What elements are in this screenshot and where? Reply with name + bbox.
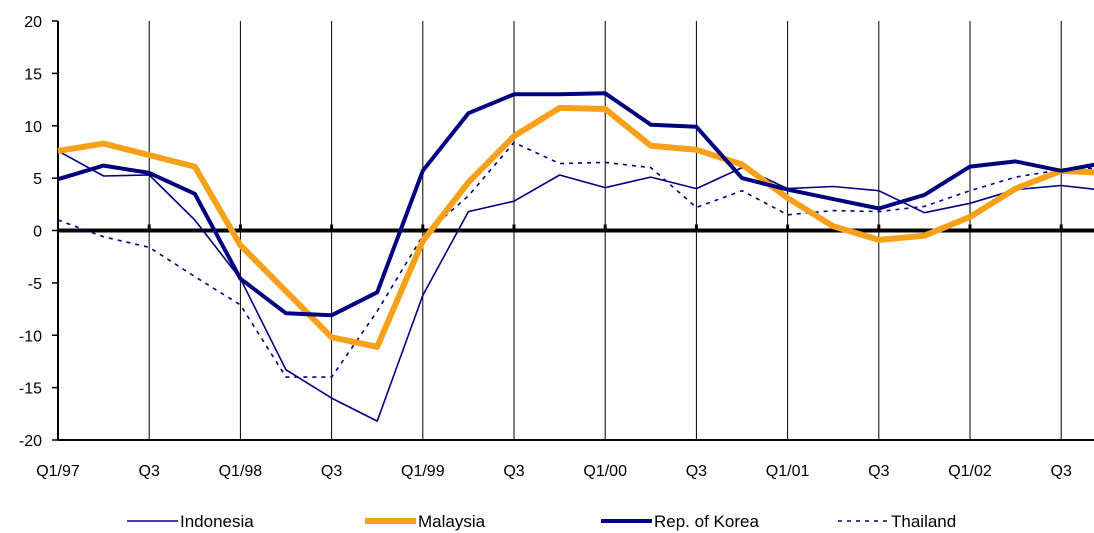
x-axis-tick-labels: Q1/97 Q3 Q1/98 Q3 Q1/99 Q3 Q1/00 Q3 Q1/01 Q3 Q1/02…: [36, 463, 1072, 480]
y-tick-label: 15: [24, 66, 42, 83]
x-tick-label: Q1/00: [583, 463, 627, 480]
x-tick-label: Q1/02: [948, 463, 992, 480]
y-tick-label: -15: [19, 381, 42, 398]
x-tick-label: Q1/01: [766, 463, 810, 480]
x-tick-label: Q3: [1051, 463, 1072, 480]
legend-item: Malaysia: [365, 512, 486, 531]
series-line-rep-of-korea: [57, 91, 1094, 318]
series-line-thailand: [57, 141, 1094, 378]
y-tick-label: 10: [24, 119, 42, 136]
y-tick-label: -10: [19, 328, 42, 345]
legend-label: Thailand: [891, 512, 956, 531]
legend-item: Indonesia: [127, 512, 254, 531]
y-axis-tick-labels: -20 -15 -10 -5 0 5 10 15 20: [19, 14, 42, 450]
y-tick-label: 0: [33, 224, 42, 241]
x-tick-label: Q3: [139, 463, 160, 480]
y-tick-label: 20: [24, 14, 42, 31]
legend-item: Thailand: [838, 512, 956, 531]
series-line-malaysia: [57, 104, 1094, 350]
x-tick-label: Q3: [503, 463, 524, 480]
y-tick-label: 5: [33, 171, 42, 188]
x-tick-label: Q1/98: [219, 463, 263, 480]
legend: Indonesia Malaysia Rep. of Korea Thailand: [127, 512, 956, 531]
legend-label: Malaysia: [418, 512, 486, 531]
y-tick-label: -20: [19, 433, 42, 450]
x-tick-label: Q3: [321, 463, 342, 480]
x-tick-label: Q1/99: [401, 463, 445, 480]
x-tick-label: Q1/97: [36, 463, 80, 480]
x-tick-label: Q3: [868, 463, 889, 480]
legend-item: Rep. of Korea: [601, 512, 759, 531]
y-tick-label: -5: [28, 276, 42, 293]
x-tick-label: Q3: [686, 463, 707, 480]
legend-label: Rep. of Korea: [654, 512, 759, 531]
legend-label: Indonesia: [180, 512, 254, 531]
series-lines: [57, 91, 1094, 422]
series-line-indonesia: [57, 150, 1094, 422]
